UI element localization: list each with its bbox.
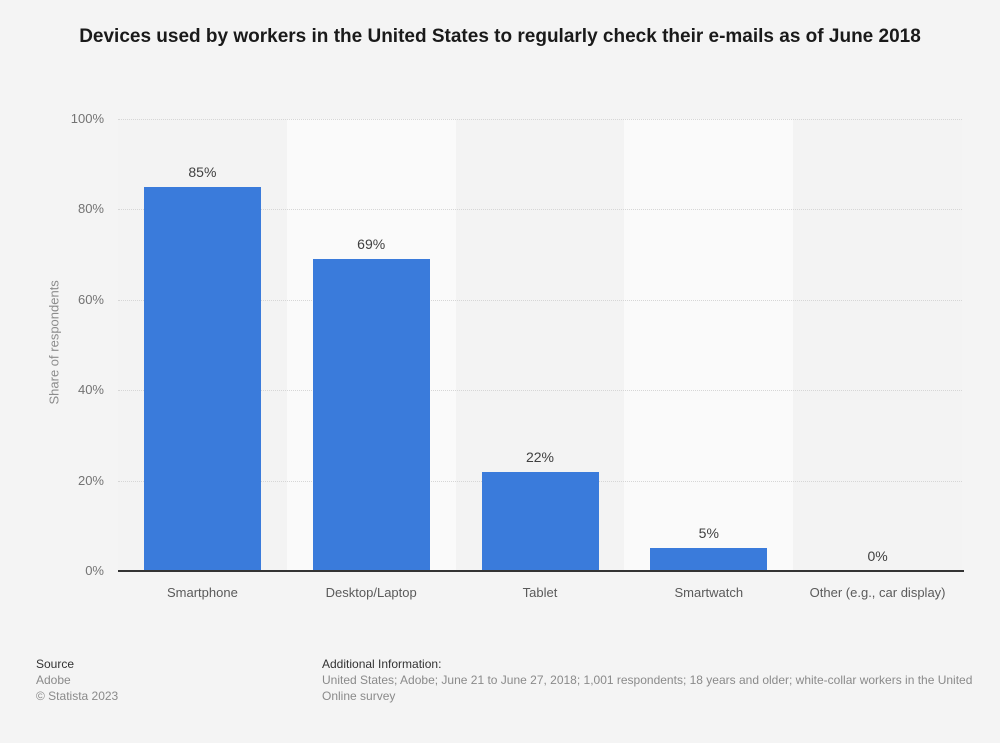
y-tick-label: 80% bbox=[77, 201, 104, 217]
footer-source-block: Source Adobe © Statista 2023 bbox=[36, 656, 118, 704]
plot-area: 85% 69% 22% 5% 0% bbox=[118, 119, 962, 571]
x-category-label: Desktop/Laptop bbox=[325, 585, 417, 600]
x-category-label: Smartwatch bbox=[674, 585, 744, 600]
footer-additional-block: Additional Information: United States; A… bbox=[322, 656, 1000, 704]
source-label: Source bbox=[36, 657, 75, 671]
survey-type-text: Online survey bbox=[322, 689, 396, 703]
column-band bbox=[793, 119, 962, 571]
additional-info-text: United States; Adobe; June 21 to June 27… bbox=[322, 673, 973, 687]
gridline bbox=[118, 119, 962, 120]
bar-smartphone[interactable] bbox=[143, 186, 261, 571]
bar-value-label: 69% bbox=[357, 236, 386, 253]
bar-value-label: 22% bbox=[525, 448, 554, 465]
y-tick-label: 40% bbox=[77, 382, 104, 398]
bar-value-label: 0% bbox=[867, 548, 888, 564]
x-category-label: Other (e.g., car display) bbox=[809, 585, 946, 600]
statista-copyright: © Statista 2023 bbox=[36, 689, 119, 703]
gridline bbox=[118, 209, 962, 211]
y-tick-label: 0% bbox=[85, 563, 104, 578]
x-axis-line bbox=[118, 570, 964, 572]
chart-title: Devices used by workers in the United St… bbox=[79, 26, 921, 47]
bar-tablet[interactable] bbox=[481, 471, 599, 571]
bar-value-label: 85% bbox=[188, 163, 217, 180]
y-tick-label: 100% bbox=[70, 111, 104, 126]
bar-smartwatch[interactable] bbox=[650, 548, 768, 571]
bar-value-label: 5% bbox=[698, 525, 719, 542]
y-tick-label: 60% bbox=[77, 291, 104, 307]
additional-info-label: Additional Information: bbox=[322, 657, 442, 671]
column-band bbox=[624, 119, 794, 571]
y-tick-label: 20% bbox=[77, 472, 104, 488]
x-category-label: Tablet bbox=[522, 585, 558, 600]
gridline bbox=[118, 299, 962, 301]
x-category-label: Smartphone bbox=[166, 585, 238, 600]
source-name: Adobe bbox=[36, 673, 71, 687]
gridline bbox=[118, 390, 962, 392]
bar-desktop-laptop[interactable] bbox=[312, 259, 430, 571]
footer: Source Adobe © Statista 2023 Additional … bbox=[0, 656, 1000, 716]
